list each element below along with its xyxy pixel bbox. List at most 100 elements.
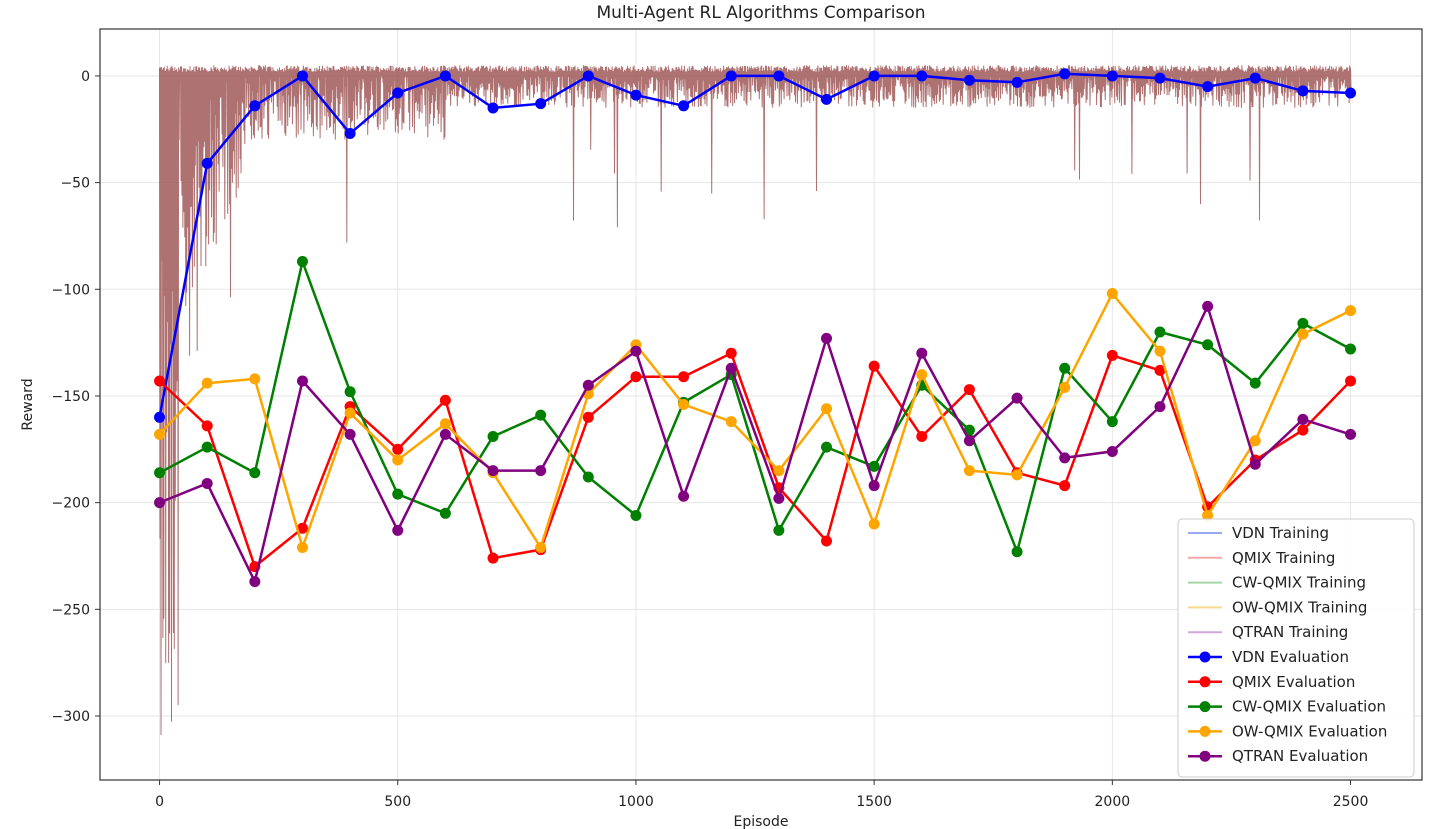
series-point (1297, 317, 1309, 329)
series-point (1059, 362, 1071, 374)
series-point (487, 431, 499, 443)
series-point (821, 332, 833, 344)
series-point (344, 428, 356, 440)
series-point (201, 420, 213, 432)
legend-entry: VDN Training (1232, 524, 1329, 542)
legend-entry: QMIX Evaluation (1232, 673, 1355, 691)
series-point (1011, 469, 1023, 481)
y-axis-label: Reward (20, 378, 36, 430)
series-point (1106, 445, 1118, 457)
series-1 (154, 347, 1357, 573)
series-point (1345, 343, 1357, 355)
legend-entry: CW-QMIX Evaluation (1232, 698, 1386, 716)
legend-entry: QTRAN Training (1232, 623, 1348, 641)
series-point (344, 128, 356, 140)
series-point (963, 435, 975, 447)
series-point (868, 360, 880, 372)
series-point (392, 443, 404, 455)
series-point (630, 371, 642, 383)
series-point (1345, 375, 1357, 387)
series-point (1202, 339, 1214, 351)
evaluation-curves (154, 68, 1357, 588)
series-point (249, 576, 261, 588)
series-point (487, 102, 499, 114)
series-point (678, 371, 690, 383)
training-noise-line (159, 65, 1352, 736)
series-point (725, 416, 737, 428)
series-point (725, 362, 737, 374)
series-point (296, 375, 308, 387)
legend-entry: OW-QMIX Training (1232, 598, 1367, 616)
series-point (1011, 546, 1023, 558)
series-point (630, 509, 642, 521)
series-point (1297, 413, 1309, 425)
series-point (916, 431, 928, 443)
series-point (1154, 326, 1166, 338)
legend-entry: QMIX Training (1232, 549, 1335, 567)
series-point (439, 507, 451, 519)
series-point (773, 492, 785, 504)
series-point (1059, 480, 1071, 492)
series-point (1011, 76, 1023, 88)
series-point (963, 74, 975, 86)
series-point (201, 157, 213, 169)
series-point (249, 100, 261, 112)
series-point (344, 386, 356, 398)
series-line (158, 72, 1351, 418)
series-point (487, 552, 499, 564)
series-point (678, 490, 690, 502)
series-point (1345, 305, 1357, 317)
series-point (1106, 349, 1118, 361)
series-point (439, 394, 451, 406)
series-point (154, 375, 166, 387)
series-4 (154, 300, 1357, 588)
series-point (582, 471, 594, 483)
series-point (1345, 87, 1357, 99)
series-point (439, 70, 451, 82)
plot-area (99, 28, 1423, 781)
series-point (1297, 85, 1309, 97)
series-point (1249, 72, 1261, 84)
series-point (725, 70, 737, 82)
x-tick-label: 2000 (1095, 794, 1131, 810)
series-point (821, 403, 833, 415)
series-point (439, 418, 451, 430)
series-point (821, 441, 833, 453)
y-tick-label: −200 (52, 496, 90, 512)
series-point (1249, 458, 1261, 470)
series-point (868, 70, 880, 82)
x-axis-label: Episode (734, 814, 789, 829)
series-point (725, 347, 737, 359)
series-point (154, 497, 166, 509)
series-point (392, 87, 404, 99)
series-point (678, 399, 690, 410)
legend-marker (1199, 750, 1211, 762)
series-point (1154, 401, 1166, 413)
series-point (344, 407, 356, 419)
series-line (158, 351, 1352, 569)
series-point (392, 454, 404, 466)
series-point (296, 522, 308, 534)
series-point (154, 428, 166, 440)
x-tick-label: 500 (384, 794, 411, 810)
series-point (821, 535, 833, 547)
series-point (1106, 288, 1118, 300)
series-point (249, 467, 261, 479)
series-point (630, 345, 642, 357)
series-point (1249, 435, 1261, 447)
legend-box (1177, 518, 1415, 778)
series-point (296, 541, 308, 553)
series-point (582, 379, 594, 391)
series-point (582, 411, 594, 423)
series-point (1345, 428, 1357, 440)
x-tick-label: 2500 (1333, 794, 1369, 810)
y-tick-label: −300 (52, 709, 90, 725)
training-curves (159, 65, 1352, 736)
series-point (439, 428, 451, 440)
series-point (773, 70, 785, 82)
legend-entry: QTRAN Evaluation (1232, 747, 1368, 765)
series-point (630, 89, 642, 101)
series-point (1059, 452, 1071, 464)
series-point (963, 424, 975, 436)
